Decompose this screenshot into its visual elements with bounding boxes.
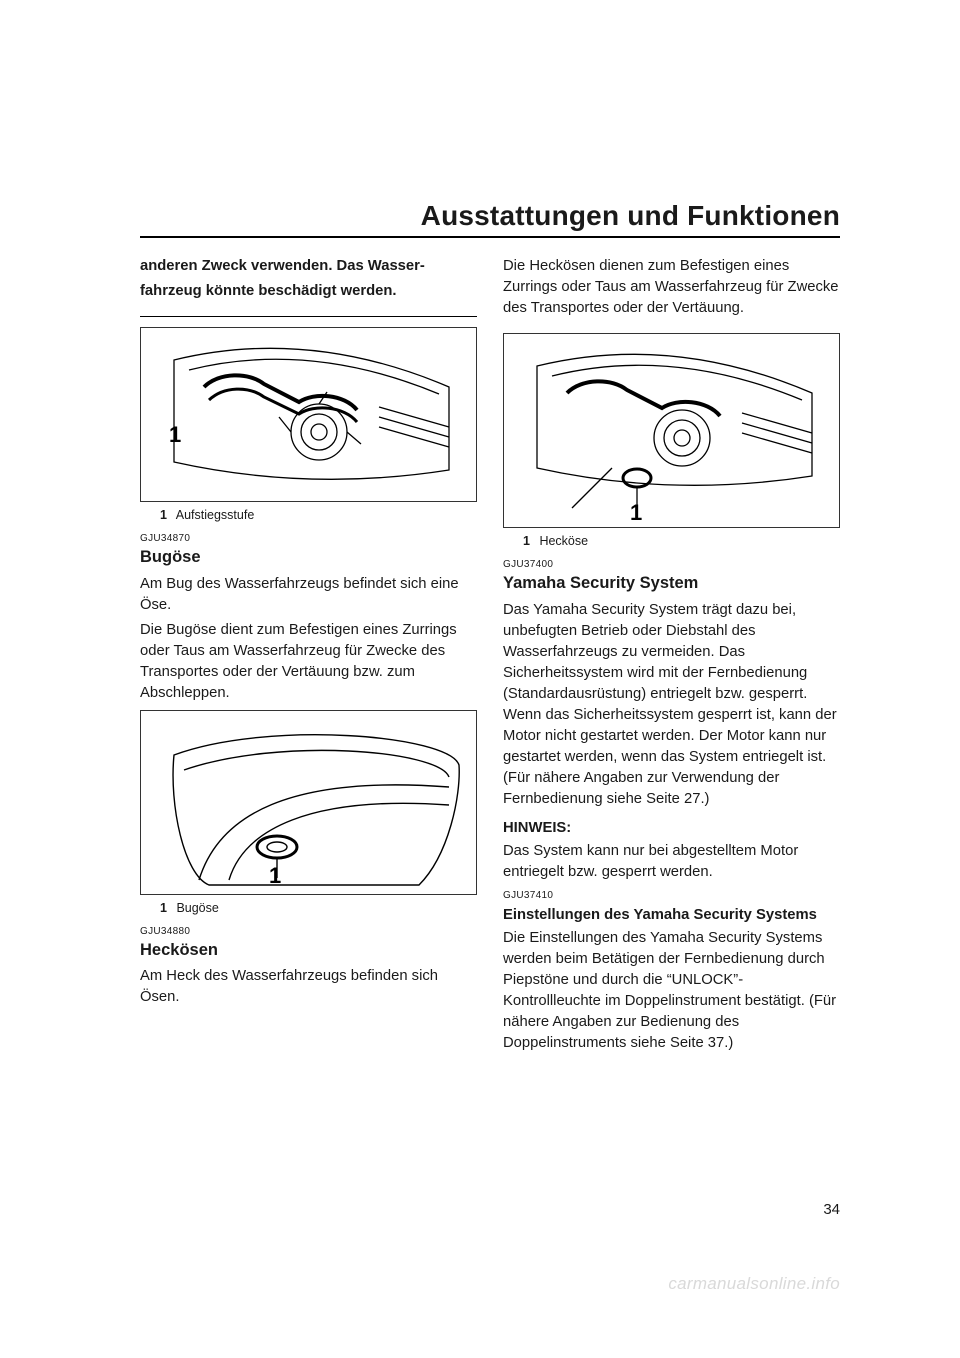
watermark: carmanualsonline.info	[668, 1274, 840, 1294]
notice-line-2: fahrzeug könnte beschädigt werden.	[140, 281, 477, 302]
notice-continued: anderen Zweck verwenden. Das Wasser- fah…	[140, 256, 477, 317]
figure2-caption: 1 Bugöse	[160, 901, 477, 915]
two-column-layout: anderen Zweck verwenden. Das Wasser- fah…	[140, 256, 840, 1058]
figure2-caption-text: Bugöse	[176, 901, 218, 915]
figure-heckose: 1	[503, 333, 840, 528]
section-code-heckosen: GJU34880	[140, 925, 477, 939]
page-number: 34	[823, 1201, 840, 1218]
right-column: Die Heckösen dienen zum Befestigen eines…	[503, 256, 840, 1058]
figure3-caption: 1 Hecköse	[523, 534, 840, 548]
bugose-illustration: 1	[149, 715, 469, 890]
section-code-bugose: GJU34870	[140, 532, 477, 546]
heckosen-paragraph-1: Am Heck des Wasserfahrzeugs befinden sic…	[140, 966, 477, 1008]
heading-yss: Yamaha Security System	[503, 572, 840, 595]
bugose-paragraph-1: Am Bug des Wasserfahrzeugs befindet sich…	[140, 574, 477, 616]
heading-einstellungen: Einstellungen des Yamaha Security System…	[503, 905, 840, 926]
figure3-caption-text: Hecköse	[539, 534, 588, 548]
section-code-yss: GJU37400	[503, 558, 840, 572]
figure2-caption-num: 1	[160, 901, 167, 915]
bugose-paragraph-2: Die Bugöse dient zum Befestigen eines Zu…	[140, 620, 477, 704]
chapter-title: Ausstattungen und Funktionen	[140, 200, 840, 232]
left-column: anderen Zweck verwenden. Das Wasser- fah…	[140, 256, 477, 1058]
hinweis-label: HINWEIS:	[503, 818, 840, 839]
hinweis-text: Das System kann nur bei abgestelltem Mot…	[503, 841, 840, 883]
figure2-callout-number: 1	[269, 863, 281, 888]
notice-line-1: anderen Zweck verwenden. Das Wasser-	[140, 256, 477, 277]
heckose-illustration: 1	[512, 338, 832, 523]
heading-bugose: Bugöse	[140, 546, 477, 569]
title-rule	[140, 236, 840, 238]
figure3-caption-num: 1	[523, 534, 530, 548]
aufstiegsstufe-illustration: 1	[149, 332, 469, 497]
heckosen-paragraph-2: Die Heckösen dienen zum Befestigen eines…	[503, 256, 840, 319]
section-code-einstellungen: GJU37410	[503, 889, 840, 903]
figure3-callout-number: 1	[630, 500, 642, 523]
figure-aufstiegsstufe: 1	[140, 327, 477, 502]
figure-bugose: 1	[140, 710, 477, 895]
figure1-caption: 1 Aufstiegsstufe	[160, 508, 477, 522]
einstellungen-paragraph-1: Die Einstellungen des Yamaha Security Sy…	[503, 928, 840, 1054]
figure1-caption-num: 1	[160, 508, 167, 522]
page-container: Ausstattungen und Funktionen anderen Zwe…	[0, 0, 960, 1358]
heading-heckosen: Heckösen	[140, 939, 477, 962]
yss-paragraph-1: Das Yamaha Security System trägt dazu be…	[503, 600, 840, 810]
figure1-caption-text: Aufstiegsstufe	[176, 508, 255, 522]
figure1-callout-number: 1	[169, 422, 181, 447]
